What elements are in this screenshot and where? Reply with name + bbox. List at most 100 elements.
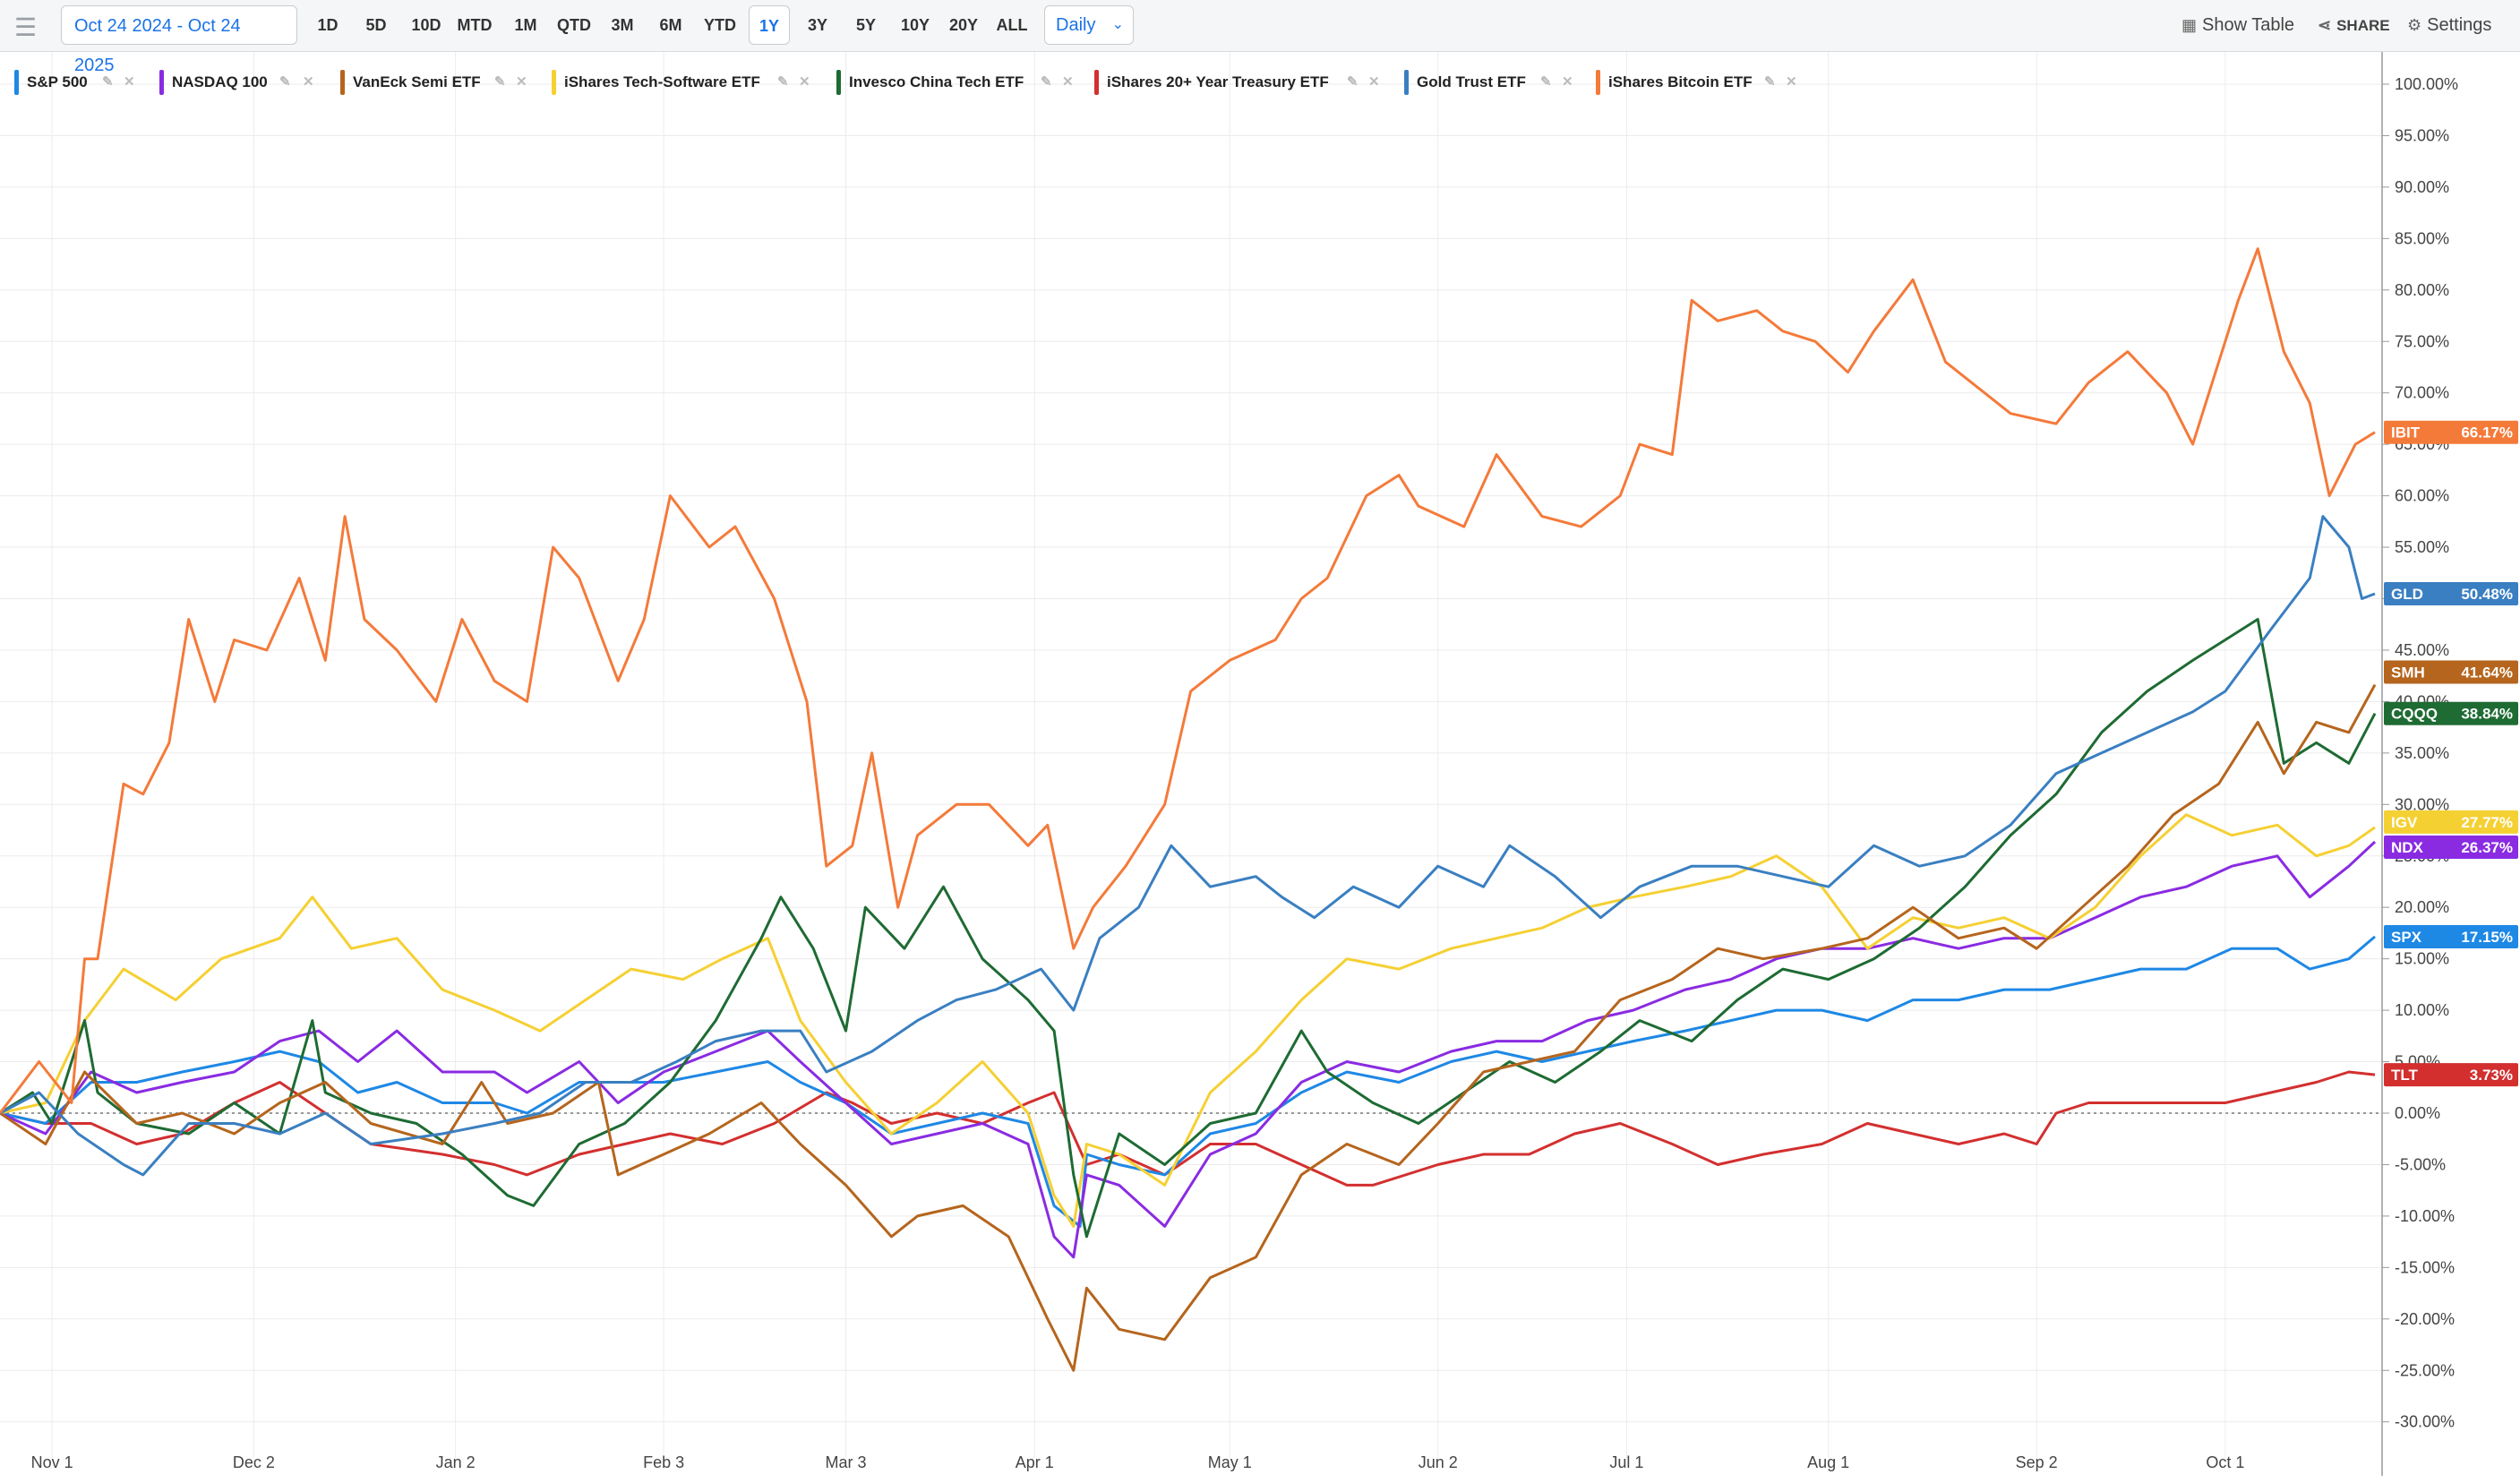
period-mtd[interactable]: MTD: [457, 16, 493, 34]
frequency-value: Daily: [1056, 15, 1096, 35]
brush-icon[interactable]: ✎: [1347, 74, 1359, 90]
period-3y[interactable]: 3Y: [807, 16, 828, 34]
period-10d[interactable]: 10D: [411, 16, 441, 34]
end-tag-value: 26.37%: [2461, 839, 2513, 856]
period-ytd[interactable]: YTD: [704, 16, 736, 34]
close-icon[interactable]: ✕: [1062, 74, 1074, 90]
legend-label: iShares 20+ Year Treasury ETF: [1107, 73, 1329, 90]
y-tick-label: 45.00%: [2395, 641, 2449, 659]
frequency-select[interactable]: Daily ⌄: [1044, 5, 1134, 45]
close-icon[interactable]: ✕: [124, 74, 135, 90]
close-icon[interactable]: ✕: [303, 74, 314, 90]
end-tag-tlt: TLT 3.73%: [2384, 1063, 2518, 1087]
period-6m[interactable]: 6M: [659, 16, 682, 34]
end-tag-bg: [2384, 420, 2518, 444]
y-tick-label: 30.00%: [2395, 795, 2449, 813]
end-tag-value: 3.73%: [2470, 1067, 2513, 1084]
brush-icon[interactable]: ✎: [1041, 74, 1052, 90]
legend-label: NASDAQ 100: [172, 73, 268, 90]
close-icon[interactable]: ✕: [1786, 74, 1797, 90]
y-tick-label: -10.00%: [2395, 1207, 2455, 1225]
toolbar: ☰ Oct 24 2024 - Oct 24 2025 1D 5D 10D MT…: [0, 0, 2520, 75]
end-tag-symbol: GLD: [2391, 586, 2423, 603]
period-20y[interactable]: 20Y: [948, 16, 979, 34]
brush-icon[interactable]: ✎: [102, 74, 114, 90]
period-3m[interactable]: 3M: [611, 16, 634, 34]
close-icon[interactable]: ✕: [1368, 74, 1380, 90]
table-icon: ▦: [2181, 16, 2198, 34]
end-tag-bg: [2384, 660, 2518, 684]
legend-label: iShares Bitcoin ETF: [1608, 73, 1753, 90]
end-tag-ndx: NDX 26.37%: [2384, 836, 2518, 860]
x-tick-label: Sep 2: [2016, 1453, 2058, 1471]
x-tick-label: Jan 2: [436, 1453, 476, 1471]
collapse-sidebar-icon[interactable]: ☰: [14, 13, 38, 41]
period-qtd[interactable]: QTD: [557, 16, 591, 34]
period-all[interactable]: ALL: [996, 16, 1028, 34]
y-tick-label: 55.00%: [2395, 538, 2449, 556]
y-tick-label: 0.00%: [2395, 1104, 2440, 1122]
brush-icon[interactable]: ✎: [777, 74, 789, 90]
y-tick-label: 85.00%: [2395, 229, 2449, 247]
legend-color-swatch: [552, 70, 556, 95]
x-tick-label: Oct 1: [2206, 1453, 2244, 1471]
legend-label: VanEck Semi ETF: [353, 73, 481, 90]
legend-color-swatch: [1596, 70, 1600, 95]
series-line-ibit: [0, 247, 2376, 1114]
x-tick-label: Aug 1: [1807, 1453, 1849, 1471]
end-tag-cqqq: CQQQ 38.84%: [2384, 701, 2518, 725]
y-tick-label: 15.00%: [2395, 950, 2449, 968]
x-tick-label: May 1: [1208, 1453, 1252, 1471]
series-line-cqqq: [0, 618, 2377, 1239]
y-tick-label: 100.00%: [2395, 75, 2458, 93]
period-1m[interactable]: 1M: [514, 16, 537, 34]
end-tag-symbol: IGV: [2391, 814, 2418, 831]
end-tag-symbol: IBIT: [2391, 424, 2421, 441]
legend-color-swatch: [836, 70, 841, 95]
share-button[interactable]: ⋖ SHARE: [2318, 13, 2390, 39]
legend-label: S&P 500: [27, 73, 88, 90]
close-icon[interactable]: ✕: [799, 74, 810, 90]
close-icon[interactable]: ✕: [516, 74, 527, 90]
brush-icon[interactable]: ✎: [1540, 74, 1552, 90]
brush-icon[interactable]: ✎: [1764, 74, 1776, 90]
end-tag-bg: [2384, 810, 2518, 834]
end-tag-gld: GLD 50.48%: [2384, 581, 2518, 605]
end-tag-bg: [2384, 924, 2518, 948]
brush-icon[interactable]: ✎: [494, 74, 506, 90]
legend-color-swatch: [340, 70, 345, 95]
series-line-smh: [0, 683, 2377, 1372]
series-line-spx: [0, 935, 2376, 1228]
legend-color-swatch: [1404, 70, 1409, 95]
end-tag-symbol: SPX: [2391, 929, 2422, 946]
y-tick-label: 60.00%: [2395, 487, 2449, 505]
end-tag-igv: IGV 27.77%: [2384, 810, 2518, 834]
legend-label: Gold Trust ETF: [1417, 73, 1526, 90]
comparison-chart: 100.00% 95.00% 90.00% 85.00% 80.00% 75.00% 70.…: [0, 52, 2518, 1476]
brush-icon[interactable]: ✎: [279, 74, 291, 90]
end-tag-value: 38.84%: [2461, 706, 2513, 723]
period-5y[interactable]: 5Y: [855, 16, 877, 34]
x-tick-label: Jul 1: [1609, 1453, 1643, 1471]
close-icon[interactable]: ✕: [1562, 74, 1573, 90]
show-table-button[interactable]: ▦ Show Table: [2181, 13, 2294, 38]
y-tick-label: 75.00%: [2395, 332, 2449, 350]
period-5d[interactable]: 5D: [365, 16, 387, 34]
settings-label: Settings: [2427, 15, 2492, 35]
legend-label: iShares Tech-Software ETF: [564, 73, 760, 90]
period-1d[interactable]: 1D: [317, 16, 339, 34]
y-tick-label: 35.00%: [2395, 744, 2449, 762]
period-1y[interactable]: 1Y: [749, 5, 790, 45]
y-tick-label: 95.00%: [2395, 126, 2449, 144]
x-tick-label: Apr 1: [1016, 1453, 1054, 1471]
end-tag-symbol: TLT: [2391, 1067, 2419, 1084]
y-tick-label: -20.00%: [2395, 1310, 2455, 1328]
y-tick-label: 90.00%: [2395, 178, 2449, 196]
end-tag-value: 27.77%: [2461, 814, 2513, 831]
share-icon: ⋖: [2318, 16, 2332, 34]
date-range-picker[interactable]: Oct 24 2024 - Oct 24 2025: [61, 5, 297, 75]
legend-color-swatch: [1094, 70, 1099, 95]
settings-button[interactable]: ⚙ Settings: [2407, 13, 2491, 38]
period-10y[interactable]: 10Y: [900, 16, 930, 34]
end-tag-bg: [2384, 836, 2518, 860]
